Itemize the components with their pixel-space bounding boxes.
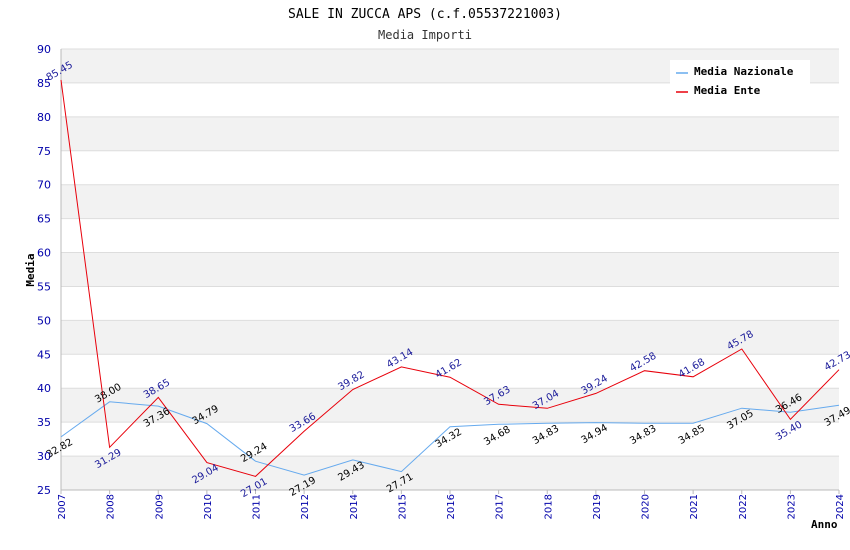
- plot-band: [61, 456, 839, 490]
- plot-band: [61, 184, 839, 219]
- chart-subtitle: Media Importi: [378, 28, 472, 42]
- plot-band: [61, 252, 839, 287]
- y-tick-label: 30: [37, 450, 51, 463]
- y-tick-label: 35: [37, 416, 51, 429]
- plot-band: [61, 422, 839, 457]
- legend-label-media-nazionale: Media Nazionale: [694, 65, 794, 78]
- x-tick-label: 2015: [397, 494, 408, 519]
- x-tick-label: 2014: [349, 494, 360, 519]
- y-tick-label: 55: [37, 280, 51, 293]
- x-tick-label: 2017: [495, 494, 506, 519]
- x-tick-label: 2020: [641, 494, 652, 519]
- legend-label-media-ente: Media Ente: [694, 84, 761, 97]
- x-tick-label: 2011: [252, 494, 263, 519]
- y-axis-label: Media: [24, 253, 37, 286]
- legend-box: [670, 60, 810, 101]
- y-axis-ticks: 25 30 35 40 45 50 55 60 65 70 75 80 85 90: [37, 43, 51, 497]
- x-tick-label: 2021: [689, 494, 700, 519]
- x-tick-label: 2008: [106, 494, 117, 519]
- y-tick-label: 65: [37, 213, 51, 226]
- series-line-media-ente: [60, 79, 840, 477]
- series-line-media-nazionale: [60, 401, 840, 476]
- y-tick-label: 85: [37, 77, 51, 90]
- x-tick-label: 2016: [446, 494, 457, 519]
- y-tick-label: 50: [37, 314, 51, 327]
- y-tick-label: 40: [37, 382, 51, 395]
- y-tick-label: 45: [37, 348, 51, 361]
- x-tick-label: 2024: [835, 494, 846, 519]
- y-tick-label: 90: [37, 43, 51, 56]
- x-tick-label: 2009: [154, 494, 165, 519]
- x-tick-label: 2023: [786, 494, 797, 519]
- plot-band: [61, 150, 839, 185]
- x-tick-label: 2012: [300, 494, 311, 519]
- plot-band: [61, 286, 839, 321]
- y-tick-label: 75: [37, 145, 51, 158]
- x-tick-label: 2010: [203, 494, 214, 519]
- y-tick-label: 80: [37, 111, 51, 124]
- y-tick-label: 60: [37, 247, 51, 260]
- x-tick-label: 2018: [543, 494, 554, 519]
- plot-band: [61, 218, 839, 253]
- series-lines: [60, 79, 840, 477]
- x-tick-label: 2007: [57, 494, 68, 519]
- x-tick-label: 2022: [738, 494, 749, 519]
- plot-band: [61, 116, 839, 151]
- x-axis-label: Anno: [811, 518, 838, 531]
- grid-lines: [61, 48, 839, 491]
- y-tick-label: 25: [37, 484, 51, 497]
- plot-band: [61, 388, 839, 423]
- y-tick-label: 70: [37, 179, 51, 192]
- x-axis-ticks: 2007 2008 2009 2010 2011 2012 2014 2015 2016 2017…: [57, 490, 846, 519]
- plot-band: [61, 354, 839, 389]
- x-tick-label: 2019: [592, 494, 603, 519]
- chart-title: SALE IN ZUCCA APS (c.f.05537221003): [288, 7, 562, 22]
- plot-band: [61, 320, 839, 355]
- legend: Media Nazionale Media Ente: [670, 60, 810, 101]
